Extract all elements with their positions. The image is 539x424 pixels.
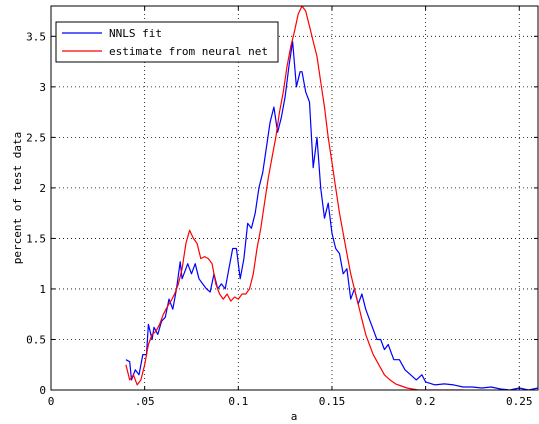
y-tick-label: 0.5 (26, 333, 46, 346)
series-layer (125, 6, 538, 390)
y-tick-label: 1 (39, 283, 46, 296)
x-tick-label: 0.2 (416, 395, 436, 408)
x-tick-label: 0.1 (228, 395, 248, 408)
y-tick-label: 1.5 (26, 232, 46, 245)
y-tick-label: 0 (39, 384, 46, 397)
legend: NNLS fit estimate from neural net (55, 21, 279, 63)
y-axis-label: percent of test data (11, 132, 24, 264)
legend-box (55, 21, 279, 63)
x-tick-label: 0.25 (506, 395, 533, 408)
x-axis-label: a (291, 410, 298, 423)
series-line-nnls-fit (125, 40, 538, 390)
y-tick-label: 3 (39, 81, 46, 94)
y-tick-label: 2 (39, 182, 46, 195)
x-tick-label: 0.15 (319, 395, 346, 408)
axes-box (50, 5, 539, 391)
series-line-neural-net (125, 6, 464, 390)
x-tick-label: 0 (48, 395, 55, 408)
x-tick-labels: 0 .05 0.1 0.15 0.2 0.25 (48, 395, 533, 408)
legend-label-neural-net: estimate from neural net (109, 45, 268, 58)
legend-label-nnls: NNLS fit (109, 27, 162, 40)
y-tick-label: 2.5 (26, 131, 46, 144)
x-tick-label: .05 (135, 395, 155, 408)
grid-lines (51, 6, 538, 390)
y-tick-labels: 0 0.5 1 1.5 2 2.5 3 3.5 (26, 30, 46, 397)
axis-ticks (50, 6, 538, 391)
y-tick-label: 3.5 (26, 30, 46, 43)
